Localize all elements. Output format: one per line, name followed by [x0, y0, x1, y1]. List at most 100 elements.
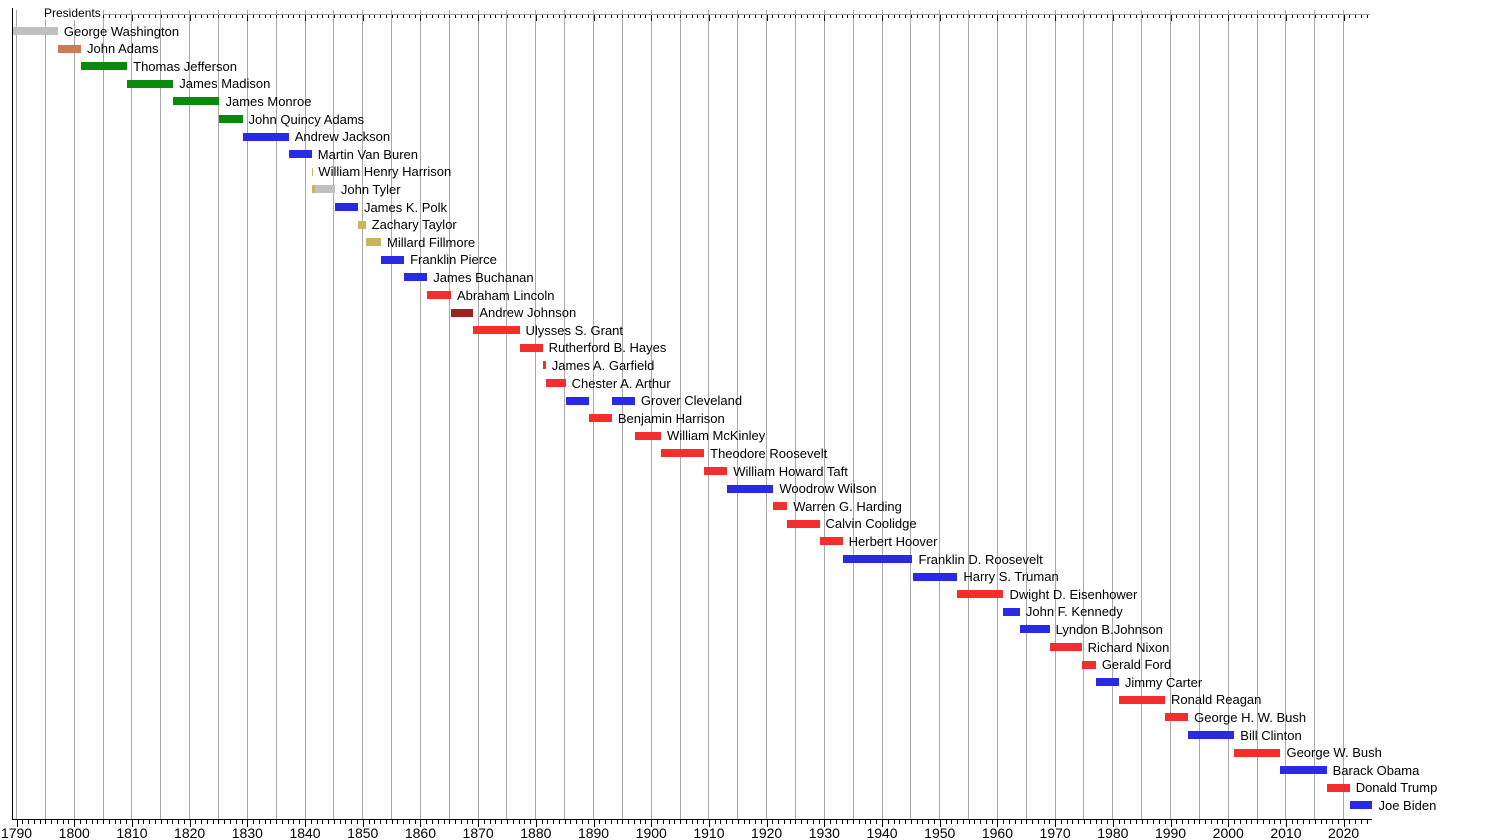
x2-minor-tick — [230, 15, 232, 18]
x2-minor-tick — [1205, 15, 1207, 18]
x2-minor-tick — [206, 15, 208, 18]
gridline — [535, 10, 537, 819]
x2-minor-tick — [276, 15, 278, 18]
x-minor-tick — [339, 820, 341, 824]
x2-minor-tick — [916, 15, 918, 18]
x2-minor-tick — [149, 15, 151, 18]
x2-minor-tick — [1118, 15, 1120, 18]
x2-minor-tick — [1032, 15, 1034, 18]
president-label: Franklin D. Roosevelt — [918, 551, 1043, 567]
x-minor-tick — [1268, 820, 1270, 824]
gridline — [1112, 10, 1114, 819]
x2-minor-tick — [760, 15, 762, 18]
term-bar — [1095, 678, 1119, 687]
x-minor-tick — [1072, 820, 1074, 824]
x-minor-tick — [743, 820, 745, 824]
president-label: John Adams — [86, 41, 159, 57]
x2-minor-tick — [356, 15, 358, 18]
x2-minor-tick — [1026, 15, 1028, 18]
gridline — [1198, 10, 1200, 819]
x-minor-tick — [501, 820, 503, 824]
gridline — [1054, 10, 1056, 819]
x-minor-tick — [368, 820, 370, 824]
x2-minor-tick — [1245, 15, 1247, 18]
x-minor-tick — [120, 820, 122, 824]
x2-minor-tick — [316, 15, 318, 18]
term-bar — [365, 238, 382, 247]
x-minor-tick — [760, 820, 762, 824]
x-minor-tick — [518, 820, 520, 824]
x2-minor-tick — [645, 15, 647, 18]
x2-minor-tick — [374, 15, 376, 18]
term-bar — [773, 502, 788, 511]
x-minor-tick — [599, 820, 601, 824]
x-minor-tick — [697, 820, 699, 824]
gridline — [16, 10, 18, 819]
x-minor-tick — [333, 820, 335, 824]
x-tick-label: 1960 — [981, 825, 1014, 840]
president-label: Lyndon B.Johnson — [1055, 621, 1163, 637]
x2-minor-tick — [991, 15, 993, 18]
x2-minor-tick — [933, 15, 935, 18]
x-minor-tick — [564, 820, 566, 824]
gridline — [766, 10, 768, 819]
x2-minor-tick — [783, 15, 785, 18]
x-minor-tick — [1043, 820, 1045, 824]
x2-major-tick — [882, 15, 884, 21]
x-minor-tick — [22, 820, 24, 824]
x-minor-tick — [258, 820, 260, 824]
president-label: William Howard Taft — [733, 463, 848, 479]
gridline — [1170, 10, 1172, 819]
x-minor-tick — [51, 820, 53, 824]
x-minor-tick — [149, 820, 151, 824]
x2-minor-tick — [1332, 15, 1334, 18]
president-label: George W. Bush — [1286, 745, 1382, 761]
x-minor-tick — [431, 820, 433, 824]
x-minor-tick — [1366, 820, 1368, 824]
x-minor-tick — [345, 820, 347, 824]
x-minor-tick — [1326, 820, 1328, 824]
x-minor-tick — [616, 820, 618, 824]
x-minor-tick — [1003, 820, 1005, 824]
president-label: Dwight D. Eisenhower — [1009, 586, 1138, 602]
x2-minor-tick — [957, 15, 959, 18]
x-minor-tick — [489, 820, 491, 824]
president-label: Zachary Taylor — [371, 217, 457, 233]
x-minor-tick — [789, 820, 791, 824]
x-tick-label: 1920 — [751, 825, 783, 840]
x2-minor-tick — [1216, 15, 1218, 18]
x2-major-tick — [1285, 15, 1287, 21]
x-minor-tick — [847, 820, 849, 824]
x2-major-tick — [478, 15, 480, 21]
x2-minor-tick — [483, 15, 485, 18]
x2-minor-tick — [755, 15, 757, 18]
term-bar — [661, 449, 705, 458]
x-minor-tick — [1037, 820, 1039, 824]
x-minor-tick — [374, 820, 376, 824]
x2-major-tick — [651, 15, 653, 21]
x-minor-tick — [1280, 820, 1282, 824]
x-minor-tick — [576, 820, 578, 824]
president-label: George Washington — [63, 23, 180, 39]
x-minor-tick — [1251, 820, 1253, 824]
president-label: James Buchanan — [433, 269, 534, 285]
x2-minor-tick — [333, 15, 335, 18]
president-label: Theodore Roosevelt — [710, 445, 828, 461]
x2-minor-tick — [258, 15, 260, 18]
term-bar — [311, 167, 314, 176]
x-minor-tick — [253, 820, 255, 824]
x-minor-tick — [783, 820, 785, 824]
term-bar — [1118, 695, 1166, 704]
gridline — [1343, 10, 1345, 819]
x2-minor-tick — [564, 15, 566, 18]
x-minor-tick — [680, 820, 682, 824]
x-major-tick — [16, 820, 18, 827]
term-bar — [819, 537, 843, 546]
x2-minor-tick — [974, 15, 976, 18]
x-minor-tick — [749, 820, 751, 824]
x-minor-tick — [235, 820, 237, 824]
x2-minor-tick — [680, 15, 682, 18]
x-major-tick — [1170, 820, 1172, 827]
gridline — [679, 10, 681, 819]
x-minor-tick — [1332, 820, 1334, 824]
